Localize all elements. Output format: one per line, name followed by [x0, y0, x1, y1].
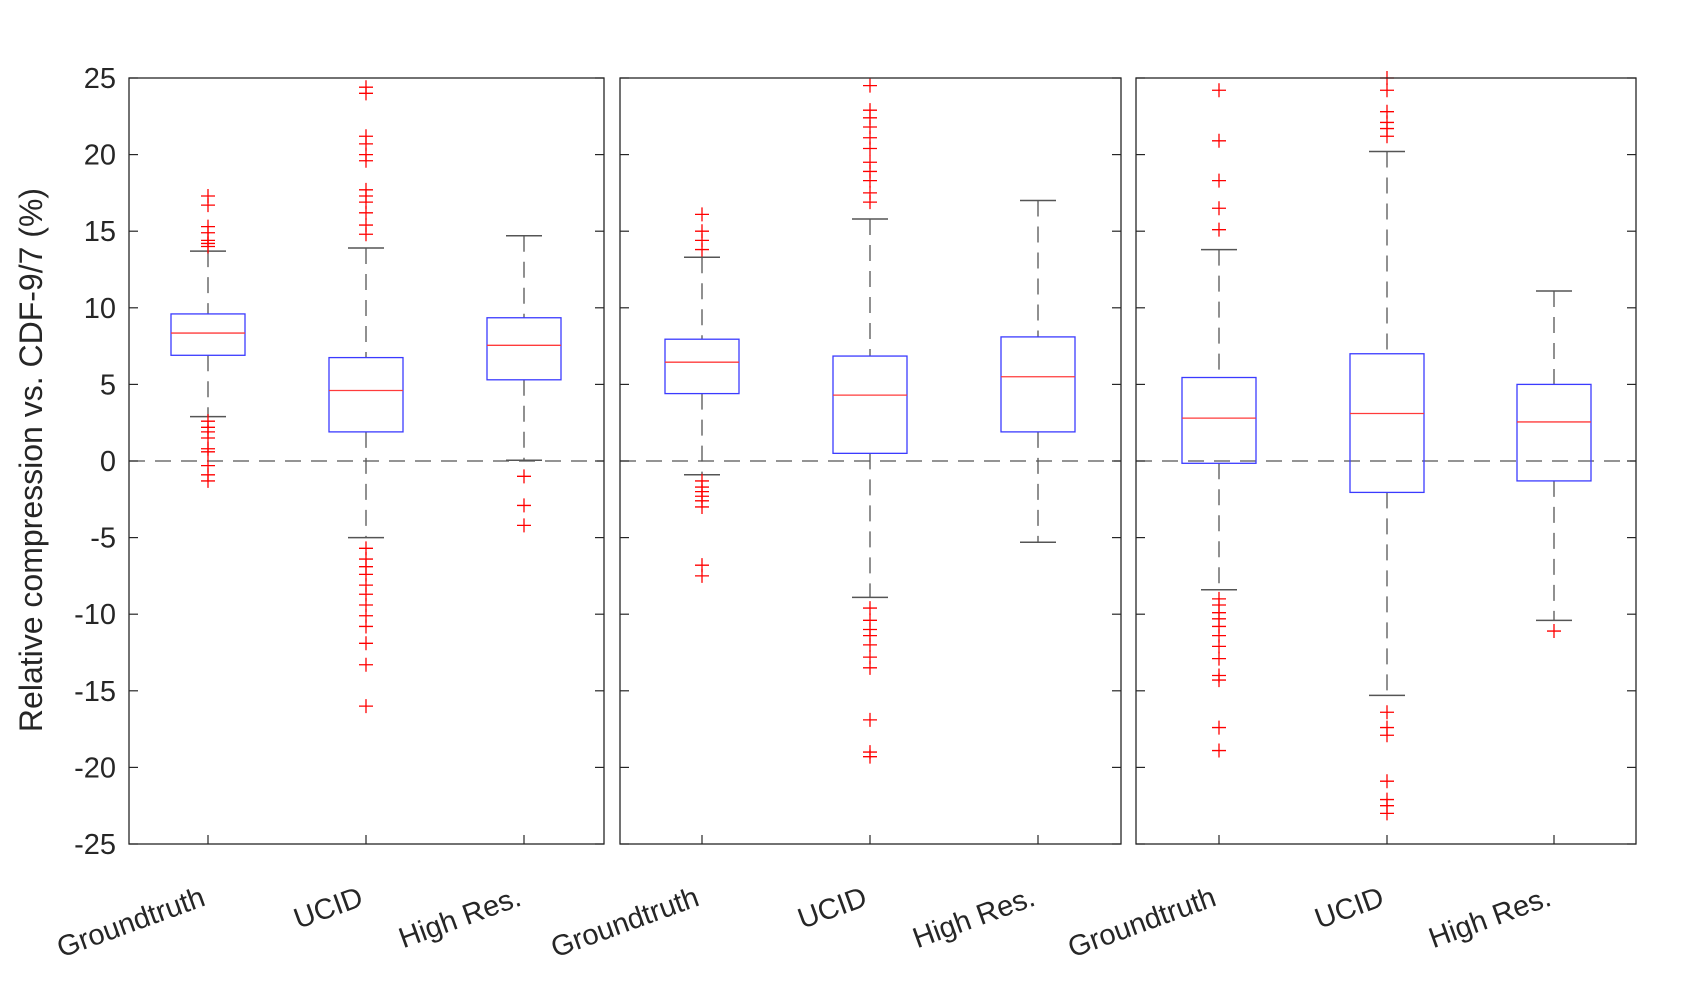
x-category-label: High Res.	[395, 881, 526, 955]
panel-frame	[1135, 77, 1637, 845]
box-ucid	[1349, 71, 1425, 821]
outlier-point	[863, 637, 877, 652]
y-tick-label: 0	[100, 446, 116, 478]
box-high-res	[1516, 290, 1592, 639]
outlier-point	[359, 699, 373, 714]
interquartile-box	[486, 317, 562, 381]
outlier-point	[201, 473, 215, 488]
outlier-point	[1380, 728, 1394, 743]
panel-2: Groundtruth UCID High Res.	[547, 77, 1122, 964]
outlier-point	[863, 601, 877, 616]
y-tick-label: 25	[84, 63, 116, 95]
panel-1: Groundtruth UCID High Res.	[53, 77, 605, 964]
outlier-point	[863, 712, 877, 727]
outlier-point	[359, 86, 373, 101]
box-groundtruth	[1181, 83, 1257, 758]
outlier-point	[201, 198, 215, 213]
y-axis-label: Relative compression vs. CDF-9/7 (%)	[13, 188, 49, 732]
outlier-point	[1212, 639, 1226, 654]
panel-3: Groundtruth UCID High Res.	[1064, 71, 1637, 964]
outlier-point	[201, 444, 215, 459]
outlier-point	[359, 657, 373, 672]
outlier-point	[517, 498, 531, 513]
outlier-point	[695, 207, 709, 222]
outlier-point	[359, 227, 373, 242]
box-groundtruth	[170, 188, 246, 488]
y-axis-tick-labels: 25 20 15 10 5 0 -5 -10 -15 -20 -25	[74, 63, 116, 861]
interquartile-box	[1181, 376, 1257, 464]
x-category-label: UCID	[290, 881, 368, 935]
y-tick-label: 5	[100, 369, 116, 401]
y-tick-label: -20	[74, 752, 116, 784]
outlier-point	[863, 749, 877, 764]
outlier-point	[1212, 222, 1226, 237]
panel-frame	[128, 77, 605, 845]
y-tick-label: -15	[74, 676, 116, 708]
outlier-point	[695, 499, 709, 514]
x-category-label: Groundtruth	[547, 881, 703, 964]
outlier-point	[517, 518, 531, 533]
y-tick-label: 20	[84, 140, 116, 172]
outlier-point	[1547, 624, 1561, 639]
outlier-point	[1380, 705, 1394, 720]
box-high-res	[1000, 199, 1076, 543]
outlier-point	[359, 153, 373, 168]
outlier-point	[863, 78, 877, 93]
y-tick-label: -5	[90, 523, 116, 555]
y-tick-label: 15	[84, 216, 116, 248]
outlier-point	[1212, 173, 1226, 188]
outlier-point	[1212, 201, 1226, 216]
interquartile-box	[1000, 336, 1076, 433]
x-category-label: High Res.	[909, 881, 1040, 955]
outlier-point	[517, 469, 531, 484]
box-ucid	[328, 80, 404, 714]
interquartile-box	[664, 338, 740, 395]
y-tick-label: 10	[84, 293, 116, 325]
box-groundtruth	[664, 207, 740, 583]
outlier-point	[1212, 651, 1226, 666]
outlier-point	[1380, 806, 1394, 821]
box-ucid	[832, 78, 908, 764]
outlier-point	[201, 239, 215, 254]
panel-frame	[619, 77, 1122, 845]
outlier-point	[1212, 720, 1226, 735]
outlier-point	[359, 636, 373, 651]
outlier-point	[1212, 743, 1226, 758]
interquartile-box	[170, 313, 246, 356]
outlier-point	[1212, 673, 1226, 688]
interquartile-box	[832, 355, 908, 454]
outlier-point	[1380, 129, 1394, 144]
outlier-point	[359, 619, 373, 634]
outlier-point	[1212, 133, 1226, 148]
interquartile-box	[1516, 383, 1592, 482]
outlier-point	[1212, 83, 1226, 98]
x-category-label: High Res.	[1425, 881, 1556, 955]
outlier-point	[863, 173, 877, 188]
interquartile-box	[1349, 353, 1425, 494]
interquartile-box	[328, 356, 404, 433]
panels-layer: Groundtruth UCID High Res. Groundtruth UCID H…	[53, 71, 1637, 964]
outlier-point	[863, 141, 877, 156]
outlier-point	[1380, 83, 1394, 98]
y-tick-label: -10	[74, 599, 116, 631]
outlier-point	[695, 568, 709, 583]
x-category-label: UCID	[794, 881, 872, 935]
x-category-label: Groundtruth	[1064, 881, 1220, 964]
box-high-res	[486, 235, 562, 533]
outlier-point	[695, 242, 709, 257]
outlier-point	[1380, 774, 1394, 789]
outlier-point	[863, 195, 877, 210]
x-category-label: Groundtruth	[53, 881, 209, 964]
outlier-point	[359, 205, 373, 220]
x-category-label: UCID	[1311, 881, 1389, 935]
y-tick-label: -25	[74, 829, 116, 861]
outlier-point	[863, 660, 877, 675]
